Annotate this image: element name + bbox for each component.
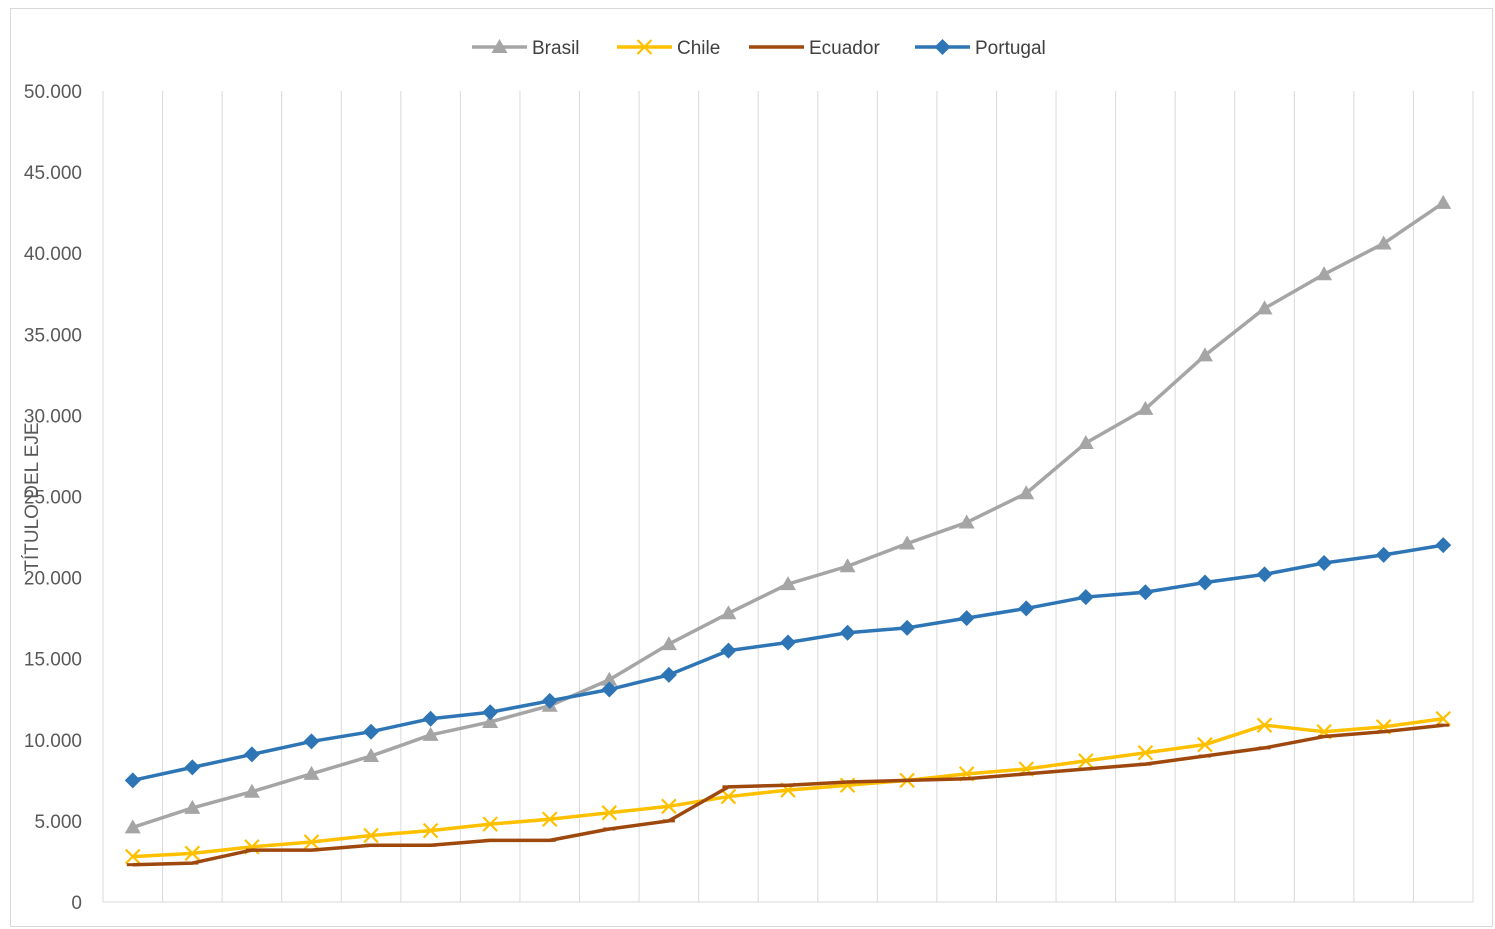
gridlines: [162, 91, 1474, 902]
data-point-marker: [1256, 717, 1273, 733]
y-tick-label: 30.000: [24, 406, 82, 427]
data-point-marker: [1196, 347, 1213, 362]
series-line: [132, 723, 1444, 867]
data-point-marker: [422, 726, 439, 741]
data-point-marker: [720, 788, 737, 805]
data-point-marker: [780, 634, 796, 651]
data-point-marker: [243, 746, 260, 763]
data-point-marker: [303, 834, 320, 850]
data-point-marker: [839, 624, 856, 641]
data-point-marker: [124, 819, 141, 834]
y-tick-label: 35.000: [24, 325, 82, 346]
data-point-marker: [720, 642, 737, 659]
data-point-marker: [184, 845, 201, 862]
data-point-marker: [1435, 537, 1452, 554]
data-point-marker: [1435, 710, 1451, 727]
data-point-marker: [422, 822, 439, 839]
data-point-marker: [303, 765, 320, 780]
data-point-marker: [184, 759, 201, 776]
data-point-marker: [601, 671, 618, 686]
data-point-marker: [780, 576, 796, 591]
legend-item-brasil: Brasil: [472, 38, 580, 59]
legend-label: Portugal: [975, 38, 1046, 59]
data-point-marker: [1018, 485, 1035, 500]
data-point-marker: [660, 636, 677, 651]
data-point-marker: [422, 710, 439, 727]
legend-label: Brasil: [532, 38, 580, 59]
data-point-marker: [636, 39, 653, 55]
data-point-marker: [184, 799, 201, 814]
data-point-marker: [243, 783, 260, 798]
series-brasil: [124, 194, 1452, 834]
series-chile: [125, 710, 1451, 865]
data-point-marker: [661, 798, 677, 815]
data-point-marker: [303, 733, 320, 750]
data-point-marker: [1316, 266, 1333, 281]
series-portugal: [124, 537, 1452, 789]
y-tick-label: 45.000: [24, 163, 82, 184]
y-tick-label: 40.000: [24, 244, 82, 265]
data-point-marker: [660, 666, 677, 683]
y-tick-label: 20.000: [24, 569, 82, 590]
data-point-marker: [958, 514, 975, 529]
data-point-marker: [482, 816, 498, 832]
data-point-marker: [720, 605, 737, 620]
data-point-marker: [1077, 589, 1094, 606]
data-point-marker: [899, 535, 916, 550]
data-point-marker: [1137, 400, 1154, 415]
data-point-marker: [899, 619, 916, 636]
legend-item-ecuador: Ecuador: [749, 38, 880, 59]
data-point-marker: [482, 704, 499, 721]
y-axis-title: TÍTULO DEL EJE: [22, 422, 43, 571]
data-point-marker: [1316, 555, 1333, 572]
data-point-marker: [1375, 235, 1392, 250]
y-tick-label: 50.000: [24, 82, 82, 103]
data-point-marker: [1196, 574, 1213, 591]
data-point-marker: [541, 811, 558, 828]
data-point-marker: [1018, 600, 1035, 617]
data-point-marker: [125, 848, 141, 865]
data-point-marker: [482, 713, 499, 728]
data-point-marker: [601, 681, 618, 698]
data-point-marker: [1078, 753, 1094, 769]
series-ecuador: [126, 723, 1450, 867]
axes: 0 5.000 10.000 15.000 20.000 25.000 30.000 35.0…: [24, 82, 1473, 914]
data-point-marker: [1137, 744, 1154, 761]
y-tick-label: 5.000: [34, 812, 82, 833]
legend-item-portugal: Portugal: [915, 38, 1046, 59]
data-point-marker: [541, 692, 558, 709]
data-point-marker: [839, 558, 856, 573]
y-tick-label: 15.000: [24, 650, 82, 671]
data-point-marker: [1077, 434, 1094, 449]
data-point-marker: [934, 39, 951, 55]
y-tick-label: 0: [71, 893, 82, 914]
data-point-marker: [1197, 736, 1213, 753]
legend-label: Ecuador: [809, 38, 880, 59]
data-point-marker: [1256, 300, 1273, 315]
y-tick-label: 25.000: [24, 488, 82, 509]
data-point-marker: [1375, 546, 1392, 563]
data-point-marker: [1256, 566, 1273, 583]
data-point-marker: [124, 772, 141, 789]
legend-label: Chile: [677, 38, 720, 59]
legend-item-chile: Chile: [617, 38, 720, 59]
legend: Brasil Chile Ecuador Portugal: [472, 38, 1046, 59]
data-point-marker: [363, 723, 380, 740]
data-point-marker: [491, 39, 508, 53]
data-point-marker: [1137, 584, 1154, 601]
data-point-marker: [601, 805, 618, 821]
data-point-marker: [363, 748, 380, 763]
data-point-marker: [958, 610, 975, 627]
chart-frame: [10, 8, 1493, 927]
data-point-marker: [363, 827, 379, 844]
y-tick-label: 10.000: [24, 731, 82, 752]
series-lines: [124, 194, 1452, 867]
series-line: [132, 201, 1445, 830]
data-point-marker: [1435, 194, 1452, 209]
